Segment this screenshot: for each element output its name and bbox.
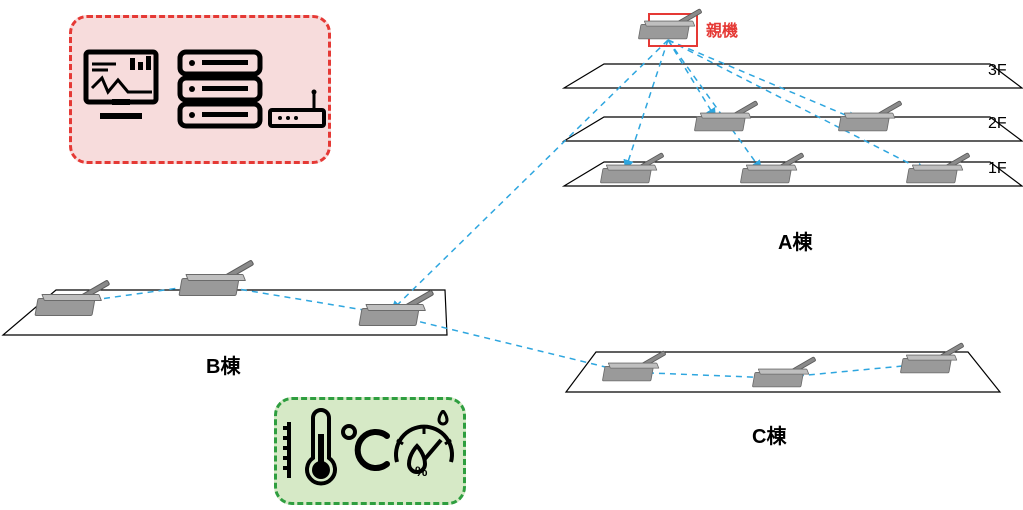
modem-icon [268,88,326,136]
router-a_f1_m [741,153,801,184]
router-a_f2_r [839,101,899,132]
router-c_l [603,351,663,382]
router-parent [639,9,699,40]
building-b-label: B棟 [206,350,240,379]
floor-plane-a3 [564,64,1022,88]
server-rack-icon [174,46,266,138]
svg-text:%: % [415,463,428,479]
router-b_m [180,260,250,296]
floor-plane-a2 [564,117,1022,141]
sensor-panel: % [274,397,466,505]
parent-label: 親機 [706,17,738,41]
building-c-label: C棟 [752,420,786,449]
router-b_l [36,280,106,316]
floor-3f-label: 3F [988,62,1007,80]
monitor-dashboard-icon [82,46,168,136]
humidity-gauge-icon: % [387,410,461,492]
thermometer-icon [283,408,339,494]
building-a-label: A棟 [778,226,812,255]
floor-2f-label: 2F [988,115,1007,133]
router-a_f2_l [695,101,755,132]
connection-parent-a_f1_l [626,40,668,168]
router-a_f1_l [601,153,661,184]
router-b_r [360,290,430,326]
floor-1f-label: 1F [988,160,1007,178]
router-c_r [901,343,961,374]
router-a_f1_r [907,153,967,184]
router-c_m [753,357,813,388]
server-panel [69,15,331,164]
